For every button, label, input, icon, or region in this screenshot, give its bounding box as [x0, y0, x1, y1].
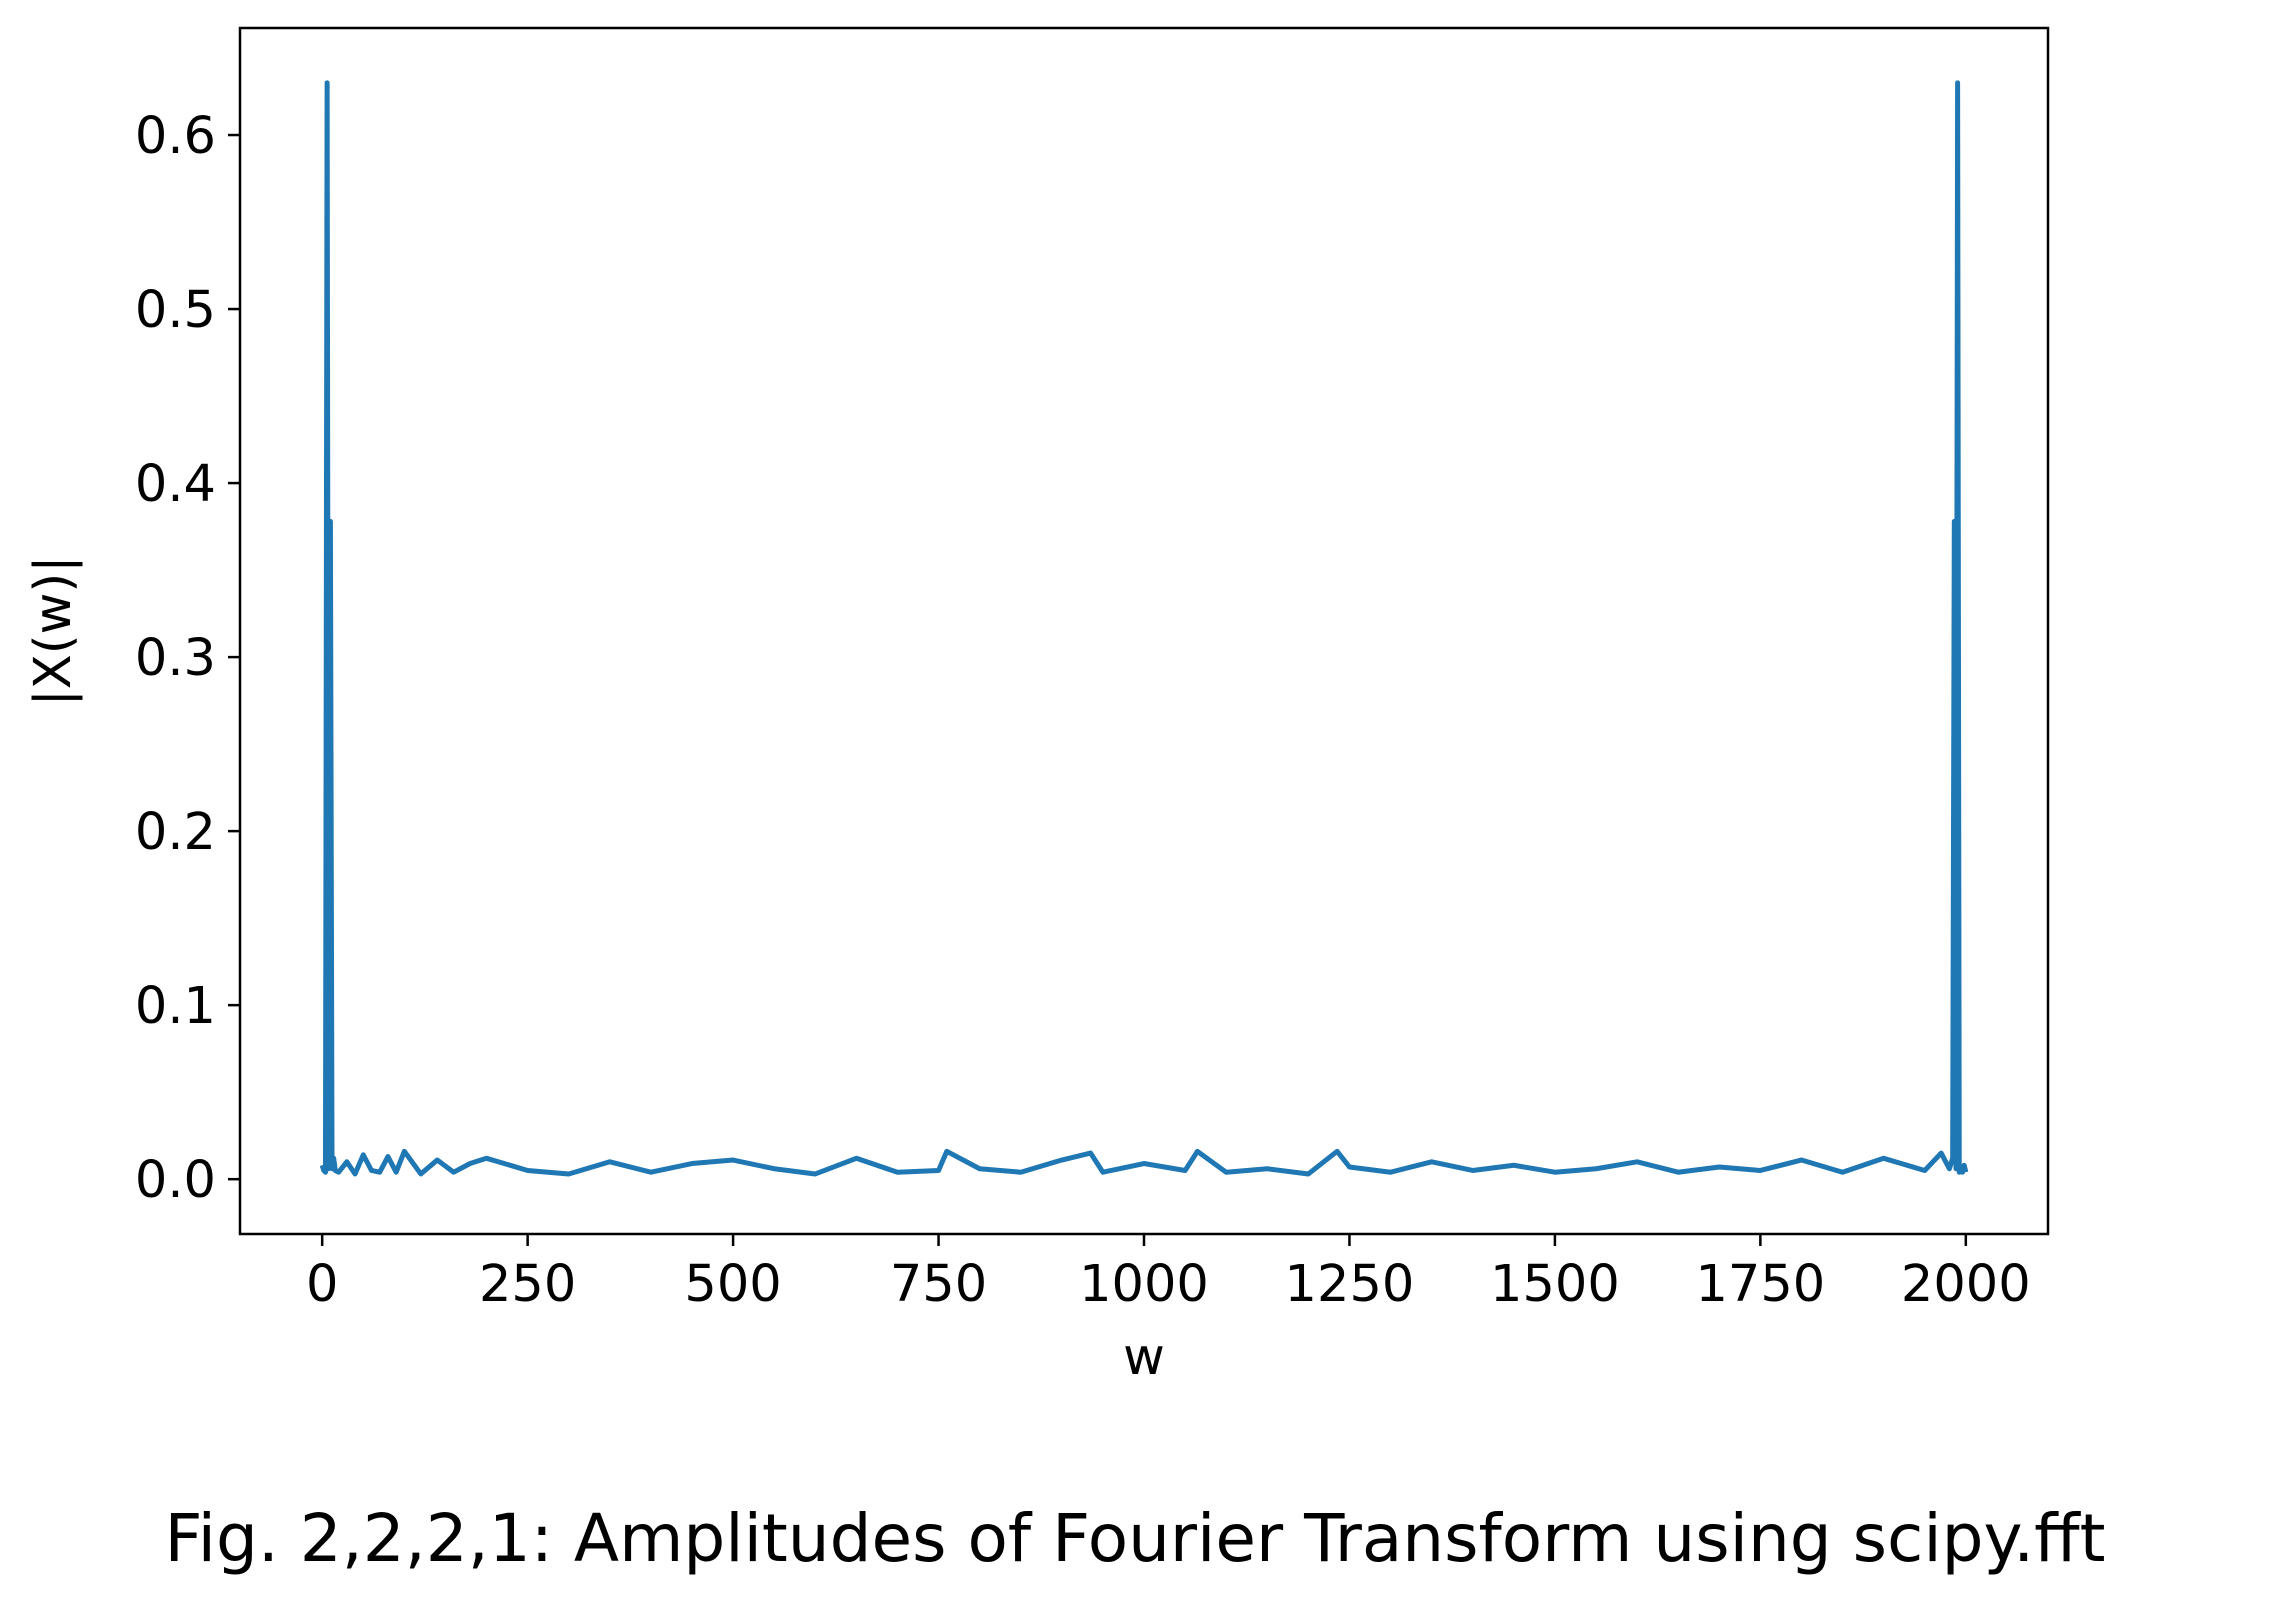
y-tick-label: 0.6	[135, 107, 216, 166]
x-axis: 0 250 500 750 1000 1250 1500 1750 2000	[306, 1234, 2031, 1314]
x-tick-label: 250	[479, 1255, 576, 1314]
figure-caption: Fig. 2,2,2,1: Amplitudes of Fourier Tran…	[164, 1500, 2106, 1577]
axes-frame	[238, 26, 2050, 1236]
x-tick-label: 2000	[1901, 1255, 2031, 1314]
y-tick-label: 0.5	[135, 281, 216, 340]
y-tick-label: 0.1	[135, 977, 216, 1036]
y-axis: 0.0 0.1 0.2 0.3 0.4 0.5 0.6	[135, 107, 240, 1210]
x-axis-label: w	[1123, 1328, 1165, 1387]
y-axis-label: |X(w)|	[24, 556, 83, 707]
x-tick-label: 1750	[1695, 1255, 1825, 1314]
series-line	[319, 80, 1969, 1177]
x-tick-label: 0	[306, 1255, 338, 1314]
y-tick-label: 0.0	[135, 1151, 216, 1210]
plot-area	[319, 80, 1969, 1177]
y-tick-label: 0.4	[135, 455, 216, 514]
x-tick-label: 1500	[1490, 1255, 1620, 1314]
y-tick-label: 0.2	[135, 803, 216, 862]
x-tick-label: 1250	[1285, 1255, 1415, 1314]
y-tick-label: 0.3	[135, 629, 216, 688]
x-tick-label: 1000	[1079, 1255, 1209, 1314]
x-tick-label: 500	[684, 1255, 781, 1314]
x-tick-label: 750	[890, 1255, 987, 1314]
